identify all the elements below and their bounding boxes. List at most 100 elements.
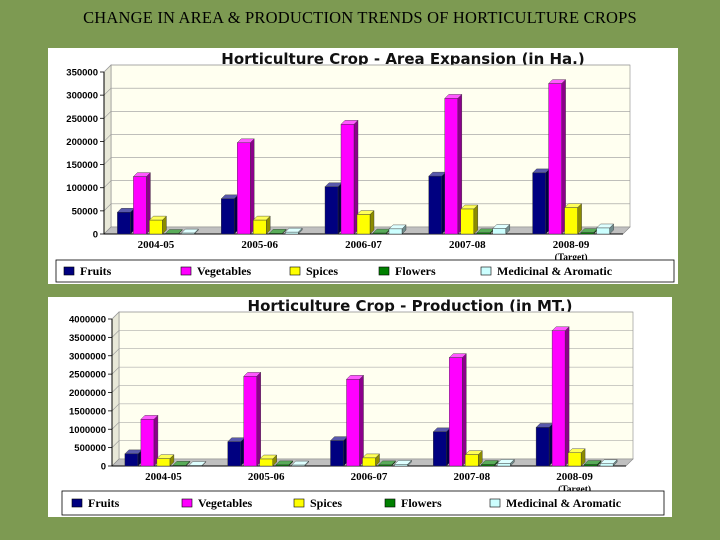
bar-flowers-2005-06 bbox=[275, 460, 294, 467]
bar-front bbox=[220, 198, 235, 235]
legend-label: Flowers bbox=[395, 264, 436, 278]
bar-front bbox=[583, 464, 598, 467]
bar-spices-2006-07 bbox=[356, 210, 375, 235]
bar-front bbox=[291, 464, 305, 467]
bar-front bbox=[324, 186, 339, 235]
x-category-label: 2008-09 bbox=[553, 239, 590, 251]
legend-box bbox=[55, 259, 675, 283]
legend-label: Flowers bbox=[401, 496, 442, 510]
bar-fruits-2008-09 bbox=[532, 168, 551, 235]
bar-front bbox=[149, 219, 163, 235]
bar-front bbox=[340, 124, 355, 235]
bar-front bbox=[275, 464, 289, 467]
bar-medicinal-aromatic-2006-07 bbox=[394, 459, 412, 467]
y-tick-label: 150000 bbox=[66, 160, 98, 171]
bar-front bbox=[492, 228, 506, 235]
bar-front bbox=[476, 232, 490, 235]
legend-swatch bbox=[181, 498, 193, 508]
bar-front bbox=[394, 464, 408, 467]
bar-vegetables-2006-07 bbox=[340, 119, 359, 235]
bar-vegetables-2005-06 bbox=[243, 371, 262, 467]
bar-vegetables-2005-06 bbox=[236, 138, 255, 235]
y-tick-label: 2500000 bbox=[69, 370, 106, 381]
chart-title: Horticulture Crop - Production (in MT.) bbox=[248, 297, 573, 315]
y-tick-label: 4000000 bbox=[69, 315, 106, 326]
bar-side bbox=[564, 326, 570, 467]
gridline bbox=[111, 311, 633, 320]
y-tick-label: 50000 bbox=[72, 206, 98, 217]
bar-side bbox=[359, 374, 364, 467]
legend-label: Vegetables bbox=[198, 496, 253, 510]
plot-side-wall bbox=[103, 64, 112, 235]
bar-front bbox=[236, 142, 251, 235]
legend-swatch bbox=[71, 498, 83, 508]
bar-fruits-2006-07 bbox=[330, 436, 348, 467]
bar-front bbox=[156, 458, 171, 467]
legend-label: Medicinal & Aromatic bbox=[506, 496, 622, 510]
y-tick-label: 0 bbox=[101, 462, 106, 473]
gridline bbox=[103, 87, 630, 96]
y-tick-label: 3000000 bbox=[69, 351, 106, 362]
bar-medicinal-aromatic-2006-07 bbox=[388, 224, 407, 235]
bar-front bbox=[268, 233, 283, 235]
bar-fruits-2006-07 bbox=[324, 182, 343, 235]
bar-vegetables-2008-09 bbox=[551, 326, 570, 467]
bar-side bbox=[577, 203, 582, 235]
legend-swatch bbox=[180, 266, 192, 276]
bar-fruits-2005-06 bbox=[227, 437, 246, 467]
bar-medicinal-aromatic-2004-05 bbox=[180, 228, 199, 235]
bar-front bbox=[284, 231, 299, 235]
legend-box bbox=[61, 490, 665, 516]
x-category-label: 2008-09 bbox=[556, 471, 593, 483]
bar-fruits-2007-08 bbox=[432, 427, 451, 467]
area-chart-panel: Horticulture Crop - Area Expansion (in H… bbox=[48, 48, 678, 284]
x-category-label: 2004-05 bbox=[145, 471, 182, 483]
legend-swatch bbox=[378, 266, 390, 276]
bar-flowers-2007-08 bbox=[476, 228, 495, 235]
x-category-sublabel: (Target) bbox=[558, 484, 591, 495]
bar-vegetables-2006-07 bbox=[346, 374, 364, 467]
legend-label: Spices bbox=[306, 264, 338, 278]
bar-front bbox=[564, 207, 578, 235]
bar-front bbox=[140, 419, 155, 467]
bar-side bbox=[256, 371, 261, 467]
legend-label: Vegetables bbox=[197, 264, 252, 278]
bar-spices-2008-09 bbox=[567, 448, 586, 467]
bar-front bbox=[330, 440, 344, 467]
x-category-label: 2005-06 bbox=[248, 471, 285, 483]
y-tick-label: 500000 bbox=[74, 443, 106, 454]
bar-medicinal-aromatic-2008-09 bbox=[596, 223, 615, 235]
bar-front bbox=[252, 219, 267, 235]
x-category-label: 2007-08 bbox=[453, 471, 490, 483]
bar-fruits-2008-09 bbox=[535, 422, 554, 467]
bar-front bbox=[243, 376, 257, 467]
bar-spices-2008-09 bbox=[564, 203, 583, 235]
legend-swatch bbox=[293, 498, 305, 508]
legend-swatch bbox=[384, 498, 396, 508]
legend-swatch bbox=[289, 266, 301, 276]
slide-title: CHANGE IN AREA & PRODUCTION TRENDS OF HO… bbox=[83, 8, 637, 27]
bar-front bbox=[444, 98, 458, 235]
bar-fruits-2004-05 bbox=[116, 207, 135, 235]
bar-front bbox=[580, 232, 594, 235]
y-tick-label: 3500000 bbox=[69, 333, 106, 344]
bar-medicinal-aromatic-2008-09 bbox=[599, 459, 618, 467]
bar-front bbox=[465, 454, 479, 467]
bar-flowers-2007-08 bbox=[480, 460, 499, 467]
bar-front bbox=[181, 232, 195, 235]
y-tick-label: 200000 bbox=[66, 137, 98, 148]
production-chart-panel: Horticulture Crop - Production (in MT.) 0… bbox=[48, 297, 672, 517]
chart-title: Horticulture Crop - Area Expansion (in H… bbox=[221, 50, 584, 68]
x-category-sublabel: (Target) bbox=[555, 252, 588, 263]
y-tick-label: 0 bbox=[93, 230, 98, 241]
legend-swatch bbox=[63, 266, 75, 276]
legend-label: Fruits bbox=[80, 264, 112, 278]
bar-front bbox=[124, 453, 139, 467]
bar-front bbox=[133, 176, 147, 235]
bar-spices-2005-06 bbox=[259, 454, 278, 467]
bar-medicinal-aromatic-2004-05 bbox=[188, 460, 207, 467]
bar-front bbox=[227, 441, 241, 467]
bar-flowers-2008-09 bbox=[580, 228, 599, 235]
bar-front bbox=[388, 228, 403, 235]
legend-swatch bbox=[489, 498, 501, 508]
